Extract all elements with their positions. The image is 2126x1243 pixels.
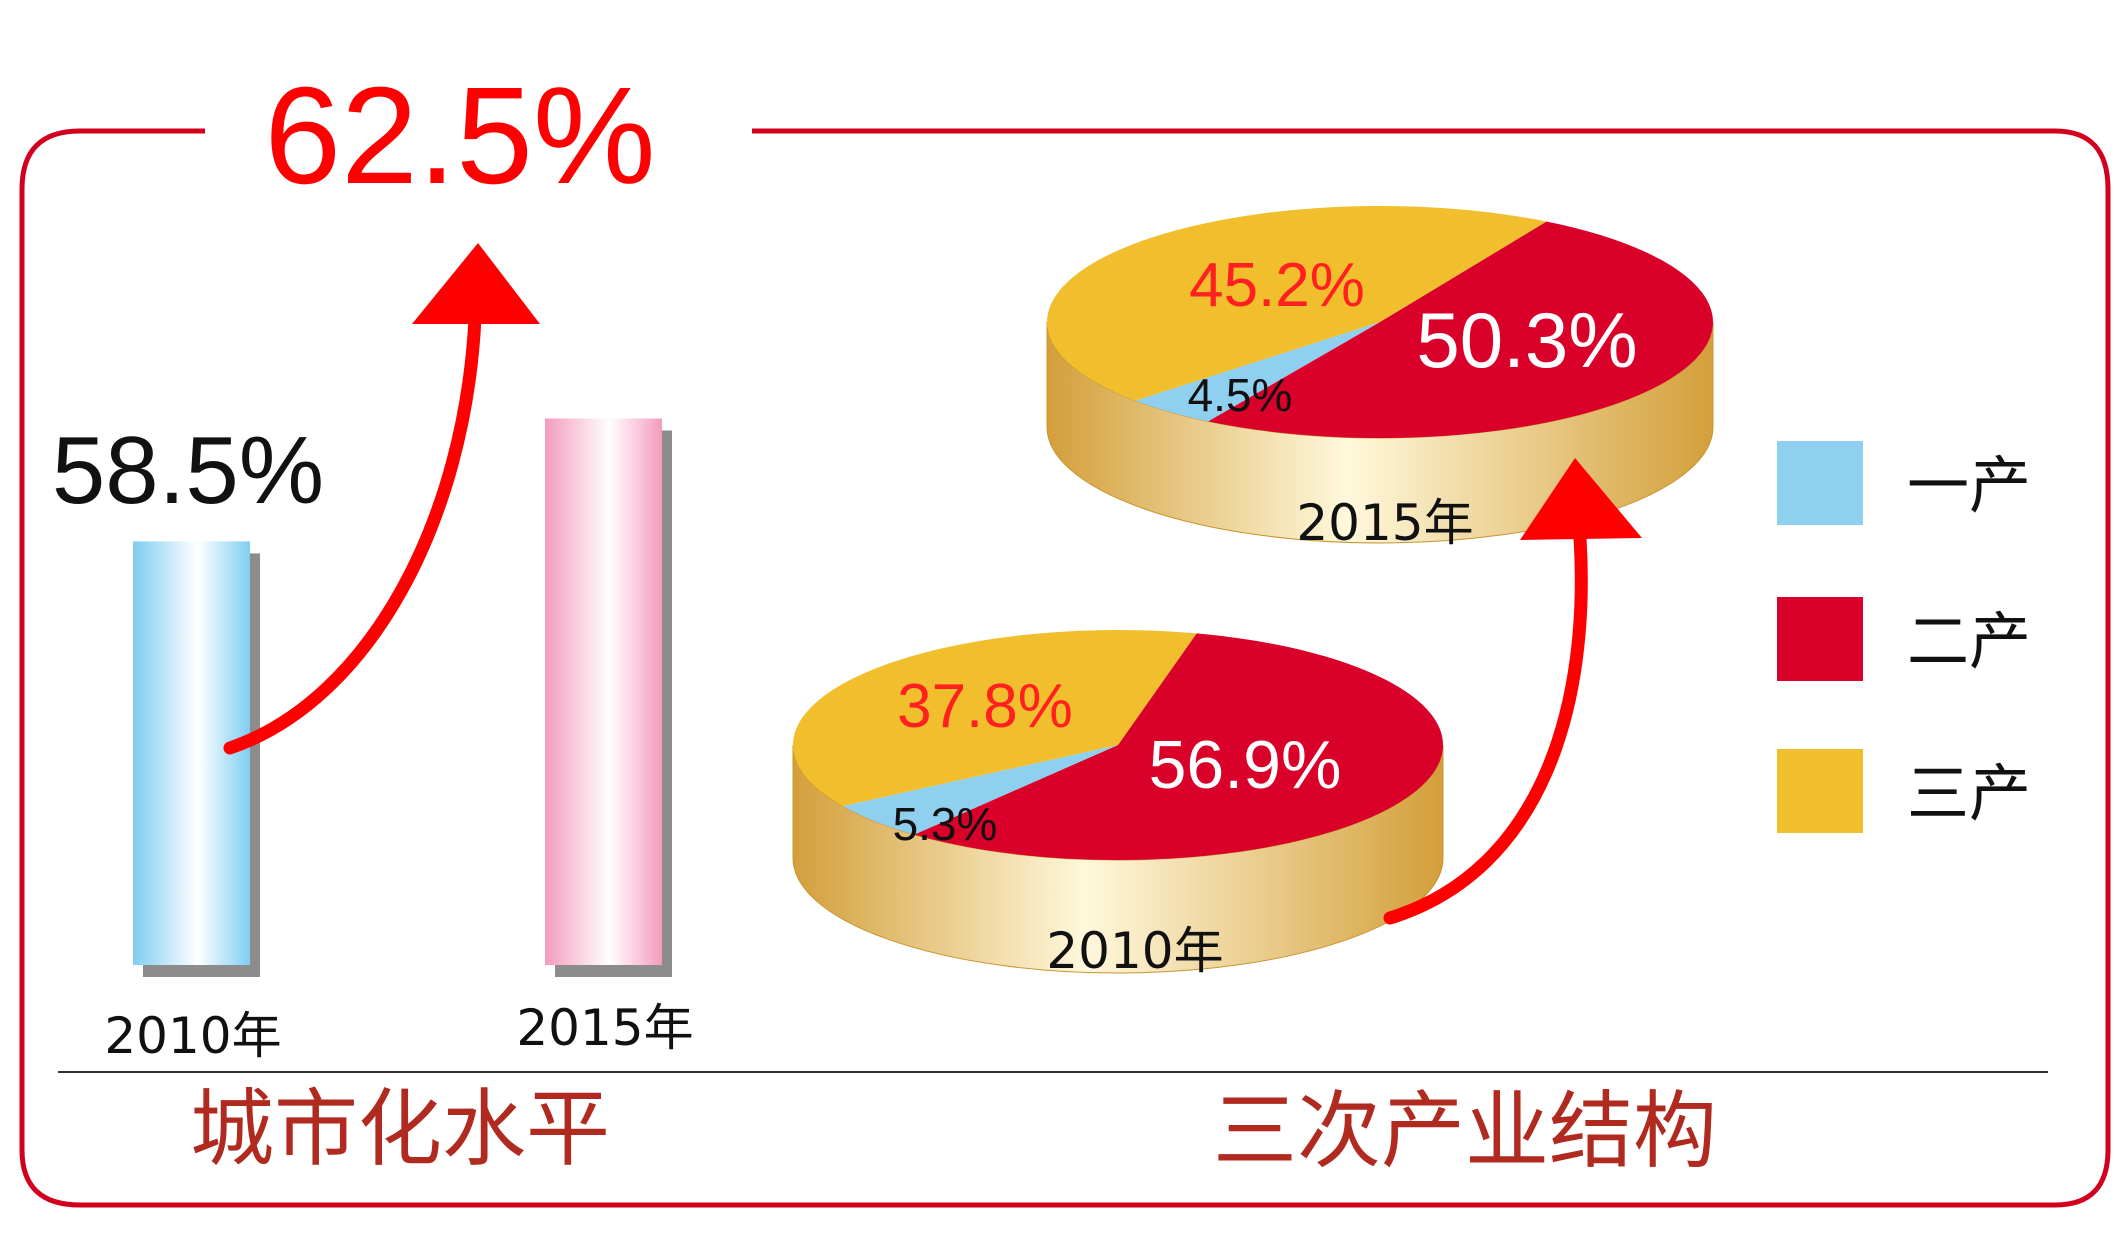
slice-label-2010-secondary: 56.9% — [1149, 727, 1342, 803]
headline-value-2015: 62.5% — [264, 59, 655, 213]
slice-label-2010-primary: 5.3% — [893, 798, 998, 850]
legend-swatch-secondary — [1777, 597, 1863, 681]
pie-chart-title: 三次产业结构 — [1213, 1082, 1717, 1180]
bar-category-label-2010: 2010年 — [104, 1007, 281, 1065]
slice-label-2015-primary: 4.5% — [1188, 369, 1293, 421]
legend-swatch-primary — [1777, 441, 1863, 525]
slice-label-2010-tertiary: 37.8% — [897, 672, 1073, 741]
pie-slice-二产 — [914, 633, 1444, 860]
slice-label-2015-tertiary: 45.2% — [1189, 251, 1365, 320]
legend-label-tertiary: 三产 — [1907, 757, 2031, 830]
pie-slice-一产 — [842, 745, 1118, 835]
pie-slice-二产 — [1208, 221, 1714, 439]
pie-2015 — [1046, 206, 1714, 544]
slice-label-2015-secondary: 50.3% — [1416, 296, 1637, 384]
legend: 一产 二产 三产 — [1777, 441, 2031, 833]
bar-2015年 — [545, 418, 662, 965]
pie-year-label-2010: 2010年 — [1046, 922, 1223, 980]
pie-year-label-2015: 2015年 — [1296, 494, 1473, 552]
legend-swatch-tertiary — [1777, 749, 1863, 833]
bar-category-label-2015: 2015年 — [516, 999, 693, 1057]
legend-label-primary: 一产 — [1907, 449, 2031, 522]
trend-arrow-bars — [223, 243, 540, 755]
urbanization-bar-chart — [133, 418, 672, 977]
trend-arrow-pies — [1383, 458, 1642, 925]
pie-slice-一产 — [1135, 322, 1380, 422]
pie-2010 — [792, 630, 1444, 974]
bar-chart-title: 城市化水平 — [190, 1080, 610, 1178]
outer-frame — [19, 128, 2111, 1208]
pie-slice-三产 — [792, 630, 1197, 807]
legend-label-secondary: 二产 — [1907, 605, 2031, 678]
bar-value-label-2010: 58.5% — [52, 417, 324, 524]
pie-slice-三产 — [1047, 206, 1547, 401]
